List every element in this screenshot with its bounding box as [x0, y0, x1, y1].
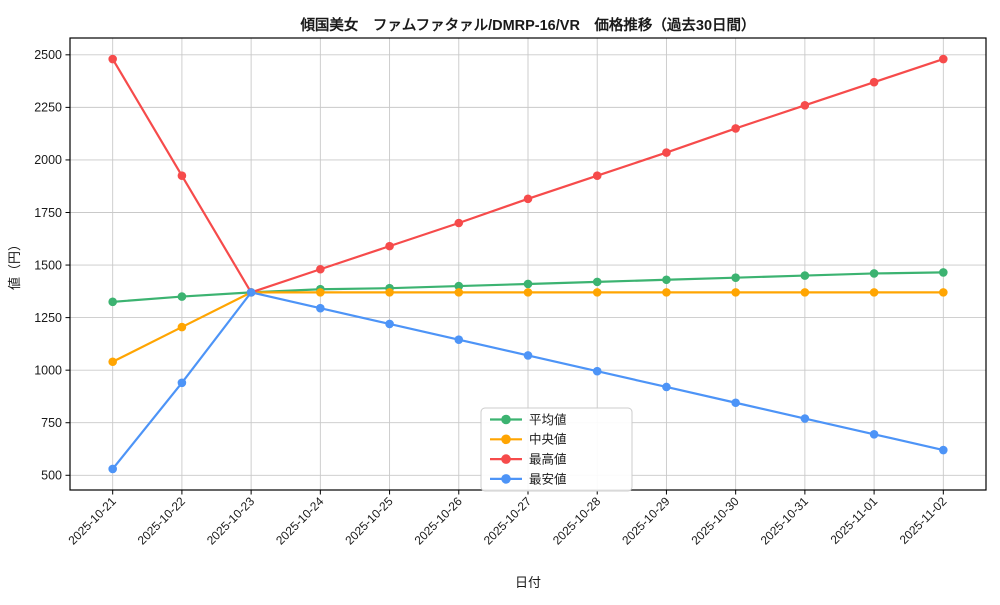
- legend-item-min: 最安値: [490, 471, 567, 486]
- data-point-median: [108, 357, 117, 367]
- legend-frame: [480, 407, 633, 492]
- data-point-median: [662, 288, 671, 297]
- legend-label-min: 最安値: [529, 471, 567, 486]
- y-tick-label: 2000: [34, 153, 62, 167]
- data-point-max: [385, 241, 394, 251]
- data-point-median: [731, 288, 740, 297]
- x-tick-label: 2025-10-27: [481, 494, 535, 548]
- series-layer: [108, 54, 948, 474]
- data-point-max: [662, 148, 671, 157]
- x-tick-label: 2025-11-01: [828, 494, 881, 547]
- x-tick-label: 2025-10-31: [758, 494, 812, 548]
- data-point-min: [385, 319, 394, 329]
- y-tick-label: 2250: [34, 101, 62, 115]
- data-point-median: [316, 288, 325, 297]
- y-tick-label: 750: [41, 416, 62, 430]
- y-tick-label: 1250: [34, 311, 62, 325]
- data-point-avg: [108, 297, 117, 307]
- data-point-avg: [731, 273, 740, 282]
- data-point-min: [316, 303, 325, 313]
- data-point-avg: [177, 292, 187, 301]
- y-tick-label: 2500: [34, 48, 62, 62]
- data-point-max: [523, 194, 533, 204]
- y-tick-label: 1000: [34, 363, 62, 377]
- data-point-median: [523, 288, 533, 297]
- data-point-avg: [869, 269, 879, 278]
- data-point-median: [454, 288, 464, 297]
- data-point-avg: [800, 271, 810, 280]
- x-tick-label: 2025-10-21: [65, 494, 119, 548]
- data-point-min: [662, 382, 671, 392]
- x-tick-label: 2025-10-24: [273, 494, 327, 548]
- legend-item-avg: 平均値: [490, 412, 567, 427]
- x-tick-label: 2025-10-28: [550, 494, 604, 548]
- x-tick-label: 2025-10-23: [204, 494, 258, 548]
- legend-label-avg: 平均値: [529, 412, 567, 427]
- data-point-avg: [454, 281, 464, 291]
- data-point-min: [108, 464, 117, 474]
- data-point-max: [731, 124, 740, 133]
- x-axis-title: 日付: [515, 575, 541, 590]
- legend-label-max: 最高値: [529, 452, 567, 467]
- legend-marker-median: [501, 434, 511, 445]
- data-point-max: [454, 218, 464, 228]
- x-tick-label: 2025-10-30: [688, 494, 742, 548]
- data-point-max: [316, 264, 325, 274]
- data-point-max: [108, 54, 117, 64]
- data-point-median: [800, 288, 810, 297]
- legend-item-median: 中央値: [490, 432, 567, 447]
- x-tick-label: 2025-10-26: [412, 494, 466, 548]
- data-point-min: [731, 398, 740, 408]
- data-point-min: [177, 378, 187, 388]
- y-tick-label: 1500: [34, 258, 62, 272]
- data-point-min: [869, 429, 879, 439]
- legend-marker-min: [501, 474, 511, 484]
- data-point-min: [454, 335, 464, 344]
- y-axis-title: 値（円）: [7, 238, 22, 290]
- data-point-min: [800, 414, 810, 423]
- x-tick-label: 2025-10-25: [342, 494, 396, 548]
- data-point-min: [592, 366, 602, 376]
- data-point-median: [939, 288, 948, 297]
- data-point-median: [177, 322, 187, 332]
- data-point-max: [592, 171, 602, 181]
- y-tick-label: 500: [41, 469, 62, 483]
- legend-marker-max: [501, 454, 511, 464]
- legend-item-max: 最高値: [490, 452, 567, 467]
- x-tick-label: 2025-10-22: [135, 494, 189, 548]
- chart-title: 傾国美女 ファムファタァル/DMRP-16/VR 価格推移（過去30日間）: [299, 16, 755, 34]
- data-point-median: [592, 288, 602, 297]
- y-tick-label: 1750: [34, 206, 62, 220]
- data-point-min: [939, 445, 948, 455]
- legend-label-median: 中央値: [529, 432, 567, 447]
- data-point-max: [869, 77, 879, 87]
- data-point-median: [869, 288, 879, 297]
- data-point-max: [177, 171, 187, 181]
- data-point-median: [385, 288, 394, 297]
- data-point-min: [523, 351, 533, 360]
- x-tick-label: 2025-10-29: [619, 494, 673, 548]
- data-point-avg: [523, 279, 533, 289]
- legend-marker-avg: [501, 414, 511, 425]
- data-point-avg: [939, 268, 948, 277]
- x-tick-label: 2025-11-02: [897, 494, 950, 547]
- data-point-max: [939, 54, 948, 64]
- data-point-avg: [592, 277, 602, 287]
- data-point-min: [246, 288, 256, 297]
- data-point-max: [800, 100, 810, 110]
- data-point-avg: [662, 275, 671, 285]
